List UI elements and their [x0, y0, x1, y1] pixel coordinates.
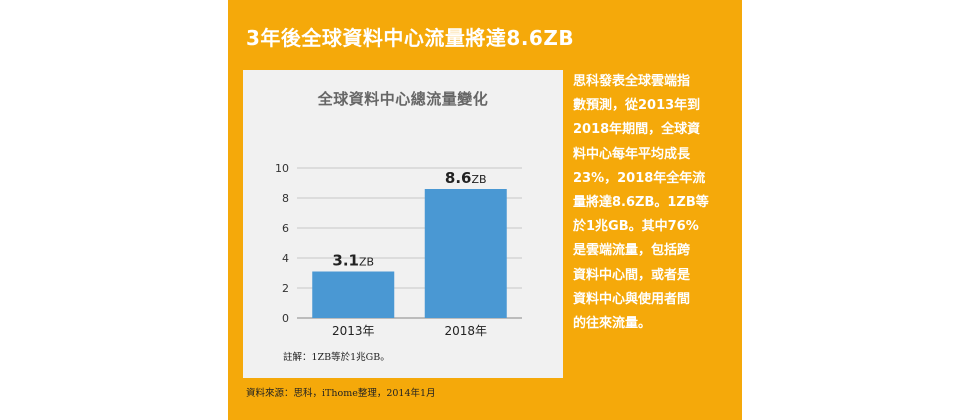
- source-credit: 資料來源：思科，iThome整理，2014年1月: [246, 388, 436, 399]
- data-label-value: 8.6: [445, 169, 472, 187]
- y-tick-label: 2: [282, 282, 289, 295]
- article-text-line: 是雲端流量，包括跨: [573, 243, 691, 259]
- article-text-line: 資料中心間，或者是: [573, 267, 691, 283]
- x-tick-label: 2013年: [332, 324, 375, 338]
- article-text-line: 數預測，從2013年到: [573, 98, 701, 114]
- headline: 3年後全球資料中心流量將達8.6ZB: [246, 26, 575, 50]
- article-text-line: 於1兆GB。其中76%: [573, 219, 699, 235]
- y-tick-label: 8: [282, 192, 289, 205]
- data-label: 3.1ZB: [332, 252, 374, 270]
- article-text-line: 23%，2018年全年流: [573, 170, 706, 186]
- article-text-line: 料中心每年平均成長: [573, 146, 691, 162]
- data-label: 8.6ZB: [445, 169, 487, 187]
- data-label-unit: ZB: [359, 256, 374, 269]
- bar: [312, 271, 395, 318]
- article-text-line: 量將達8.6ZB。1ZB等: [573, 195, 709, 211]
- y-tick-label: 4: [282, 252, 289, 265]
- chart-container: 全球資料中心總流量變化 0 2 4 6 8 10 3.1ZB 2013年 8.6ZB 2018年 …: [243, 70, 563, 378]
- article-text-line: 的往來流量。: [573, 316, 652, 332]
- chart-title: 全球資料中心總流量變化: [317, 90, 489, 108]
- chart-note: 註解：1ZB等於1兆GB。: [283, 352, 390, 363]
- data-label-value: 3.1: [332, 252, 359, 270]
- x-tick-label: 2018年: [444, 324, 487, 338]
- data-label-unit: ZB: [471, 173, 486, 186]
- article-text: 思科發表全球雲端指 數預測，從2013年到 2018年期間，全球資 料中心每年平均成長…: [573, 70, 735, 336]
- article-text-line: 資料中心與使用者間: [573, 291, 691, 307]
- article-text-line: 2018年期間，全球資: [573, 122, 701, 138]
- y-tick-label: 0: [282, 312, 289, 325]
- bar: [424, 189, 507, 318]
- y-tick-label: 10: [275, 162, 289, 175]
- y-tick-label: 6: [282, 222, 289, 235]
- article-text-line: 思科發表全球雲端指: [573, 74, 691, 89]
